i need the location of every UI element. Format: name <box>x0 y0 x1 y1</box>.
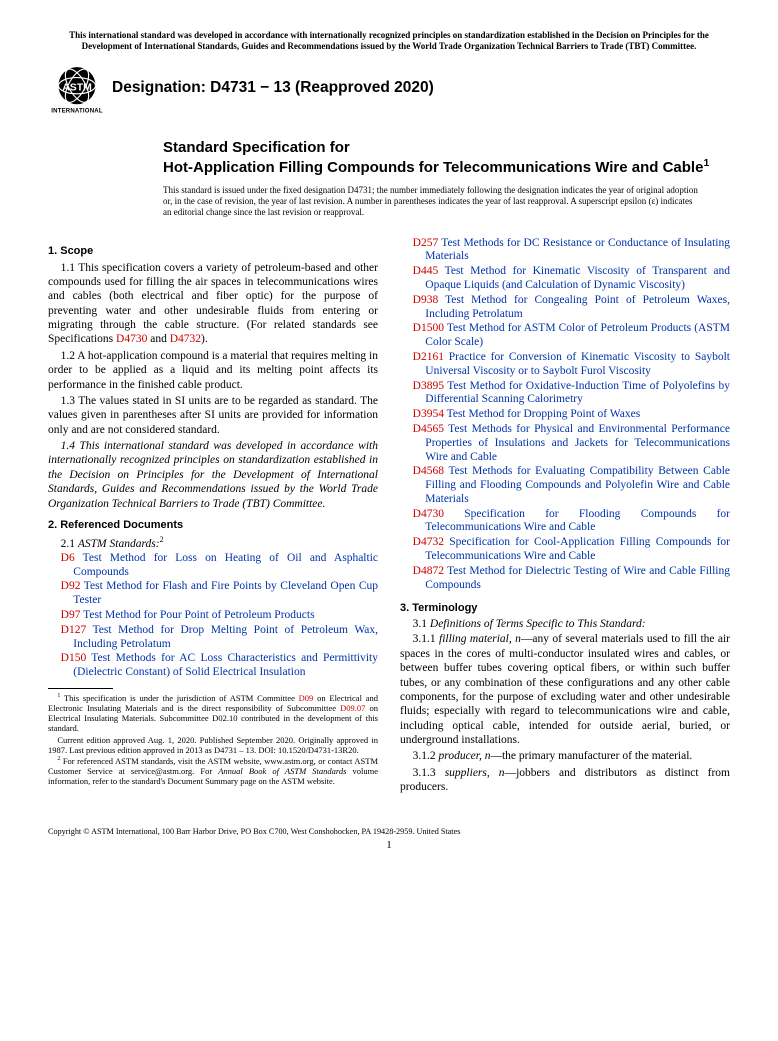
reference-line: D4872 Test Method for Dielectric Testing… <box>400 565 730 593</box>
reference-code[interactable]: D127 <box>61 624 87 636</box>
title-main: Hot-Application Filling Compounds for Te… <box>163 157 730 177</box>
reference-code[interactable]: D4568 <box>413 465 444 477</box>
astm-logo: ASTM INTERNATIONAL <box>48 59 106 117</box>
reference-title[interactable]: Test Method for Loss on Heating of Oil a… <box>73 552 378 578</box>
reference-code[interactable]: D445 <box>413 265 439 277</box>
left-column: 1. Scope 1.1 This specification covers a… <box>48 237 378 797</box>
reference-code[interactable]: D4732 <box>413 536 444 548</box>
copyright: Copyright © ASTM International, 100 Barr… <box>48 827 730 836</box>
issue-note: This standard is issued under the fixed … <box>163 185 700 219</box>
reference-code[interactable]: D938 <box>413 294 439 306</box>
reference-line: D4732 Specification for Cool-Application… <box>400 536 730 564</box>
reference-title[interactable]: Test Methods for DC Resistance or Conduc… <box>425 237 730 263</box>
reference-line: D257 Test Methods for DC Resistance or C… <box>400 237 730 265</box>
reference-line: D92 Test Method for Flash and Fire Point… <box>48 580 378 608</box>
link-d0907[interactable]: D09.07 <box>340 703 365 713</box>
page-number: 1 <box>48 839 730 851</box>
para-1-1: 1.1 This specification covers a variety … <box>48 261 378 347</box>
reference-code[interactable]: D4565 <box>413 423 444 435</box>
reference-title[interactable]: Test Method for ASTM Color of Petroleum … <box>425 322 730 348</box>
title-label: Standard Specification for <box>163 139 730 157</box>
reference-title[interactable]: Test Method for Drop Melting Point of Pe… <box>73 624 378 650</box>
para-1-2: 1.2 A hot-application compound is a mate… <box>48 349 378 392</box>
refs-right: D257 Test Methods for DC Resistance or C… <box>400 237 730 593</box>
reference-code[interactable]: D1500 <box>413 322 444 334</box>
def-3-1-1: 3.1.1 filling material, n—any of several… <box>400 632 730 747</box>
reference-title[interactable]: Test Method for Dielectric Testing of Wi… <box>425 565 730 591</box>
reference-line: D97 Test Method for Pour Point of Petrol… <box>48 609 378 623</box>
section-2-sub: 2.1 ASTM Standards:2 <box>48 535 378 550</box>
columns: 1. Scope 1.1 This specification covers a… <box>48 237 730 797</box>
section-3-head: 3. Terminology <box>400 602 730 614</box>
section-1-head: 1. Scope <box>48 245 378 257</box>
reference-line: D4730 Specification for Flooding Compoun… <box>400 508 730 536</box>
reference-title[interactable]: Test Method for Flash and Fire Points by… <box>73 580 378 606</box>
section-2-head: 2. Referenced Documents <box>48 519 378 531</box>
reference-code[interactable]: D97 <box>61 609 81 621</box>
def-3-1-2: 3.1.2 producer, n—the primary manufactur… <box>400 749 730 763</box>
reference-line: D938 Test Method for Congealing Point of… <box>400 294 730 322</box>
designation: Designation: D4731 − 13 (Reapproved 2020… <box>112 79 434 97</box>
reference-title[interactable]: Test Method for Pour Point of Petroleum … <box>80 609 314 621</box>
footnote-rule <box>48 688 113 689</box>
refs-left: D6 Test Method for Loss on Heating of Oi… <box>48 552 378 680</box>
reference-title[interactable]: Specification for Cool-Application Filli… <box>425 536 730 562</box>
right-column: D257 Test Methods for DC Resistance or C… <box>400 237 730 797</box>
svg-text:INTERNATIONAL: INTERNATIONAL <box>51 107 103 114</box>
reference-code[interactable]: D6 <box>61 552 75 564</box>
reference-title[interactable]: Test Methods for Physical and Environmen… <box>425 423 730 463</box>
reference-line: D4568 Test Methods for Evaluating Compat… <box>400 465 730 506</box>
reference-title[interactable]: Test Method for Oxidative-Induction Time… <box>425 380 730 406</box>
footnote-1: 1 This specification is under the jurisd… <box>48 693 378 734</box>
title-text: Hot-Application Filling Compounds for Te… <box>163 159 703 176</box>
page-root: This international standard was develope… <box>0 0 778 871</box>
para-1-3: 1.3 The values stated in SI units are to… <box>48 394 378 437</box>
reference-title[interactable]: Test Method for Congealing Point of Petr… <box>425 294 730 320</box>
reference-line: D3954 Test Method for Dropping Point of … <box>400 408 730 422</box>
link-d09[interactable]: D09 <box>299 693 314 703</box>
svg-text:ASTM: ASTM <box>62 82 92 93</box>
link-d4732[interactable]: D4732 <box>170 333 201 345</box>
para-1-4: 1.4 This international standard was deve… <box>48 439 378 511</box>
reference-title[interactable]: Practice for Conversion of Kinematic Vis… <box>425 351 730 377</box>
reference-code[interactable]: D150 <box>61 652 87 664</box>
def-3-1-3: 3.1.3 suppliers, n—jobbers and distribut… <box>400 766 730 795</box>
reference-line: D127 Test Method for Drop Melting Point … <box>48 624 378 652</box>
footnote-1b: Current edition approved Aug. 1, 2020. P… <box>48 735 378 755</box>
section-3-sub: 3.1 Definitions of Terms Specific to Thi… <box>400 618 730 630</box>
header-row: ASTM INTERNATIONAL Designation: D4731 − … <box>48 59 730 117</box>
reference-code[interactable]: D3895 <box>413 380 444 392</box>
reference-code[interactable]: D2161 <box>413 351 444 363</box>
reference-line: D445 Test Method for Kinematic Viscosity… <box>400 265 730 293</box>
reference-line: D3895 Test Method for Oxidative-Inductio… <box>400 380 730 408</box>
reference-line: D2161 Practice for Conversion of Kinemat… <box>400 351 730 379</box>
reference-code[interactable]: D257 <box>413 237 439 249</box>
reference-title[interactable]: Test Method for Kinematic Viscosity of T… <box>425 265 730 291</box>
footnote-2: 2 For referenced ASTM standards, visit t… <box>48 756 378 787</box>
title-superscript: 1 <box>703 157 709 169</box>
reference-title[interactable]: Test Methods for AC Loss Characteristics… <box>73 652 378 678</box>
reference-code[interactable]: D4730 <box>413 508 444 520</box>
title-block: Standard Specification for Hot-Applicati… <box>163 139 730 177</box>
reference-title[interactable]: Test Methods for Evaluating Compatibilit… <box>425 465 730 505</box>
reference-line: D1500 Test Method for ASTM Color of Petr… <box>400 322 730 350</box>
reference-line: D150 Test Methods for AC Loss Characteri… <box>48 652 378 680</box>
reference-title[interactable]: Specification for Flooding Compounds for… <box>425 508 730 534</box>
reference-code[interactable]: D92 <box>61 580 81 592</box>
link-d4730[interactable]: D4730 <box>116 333 147 345</box>
top-notice: This international standard was develope… <box>48 30 730 53</box>
reference-line: D4565 Test Methods for Physical and Envi… <box>400 423 730 464</box>
reference-code[interactable]: D3954 <box>413 408 444 420</box>
reference-title[interactable]: Test Method for Dropping Point of Waxes <box>444 408 640 420</box>
reference-line: D6 Test Method for Loss on Heating of Oi… <box>48 552 378 580</box>
reference-code[interactable]: D4872 <box>413 565 444 577</box>
